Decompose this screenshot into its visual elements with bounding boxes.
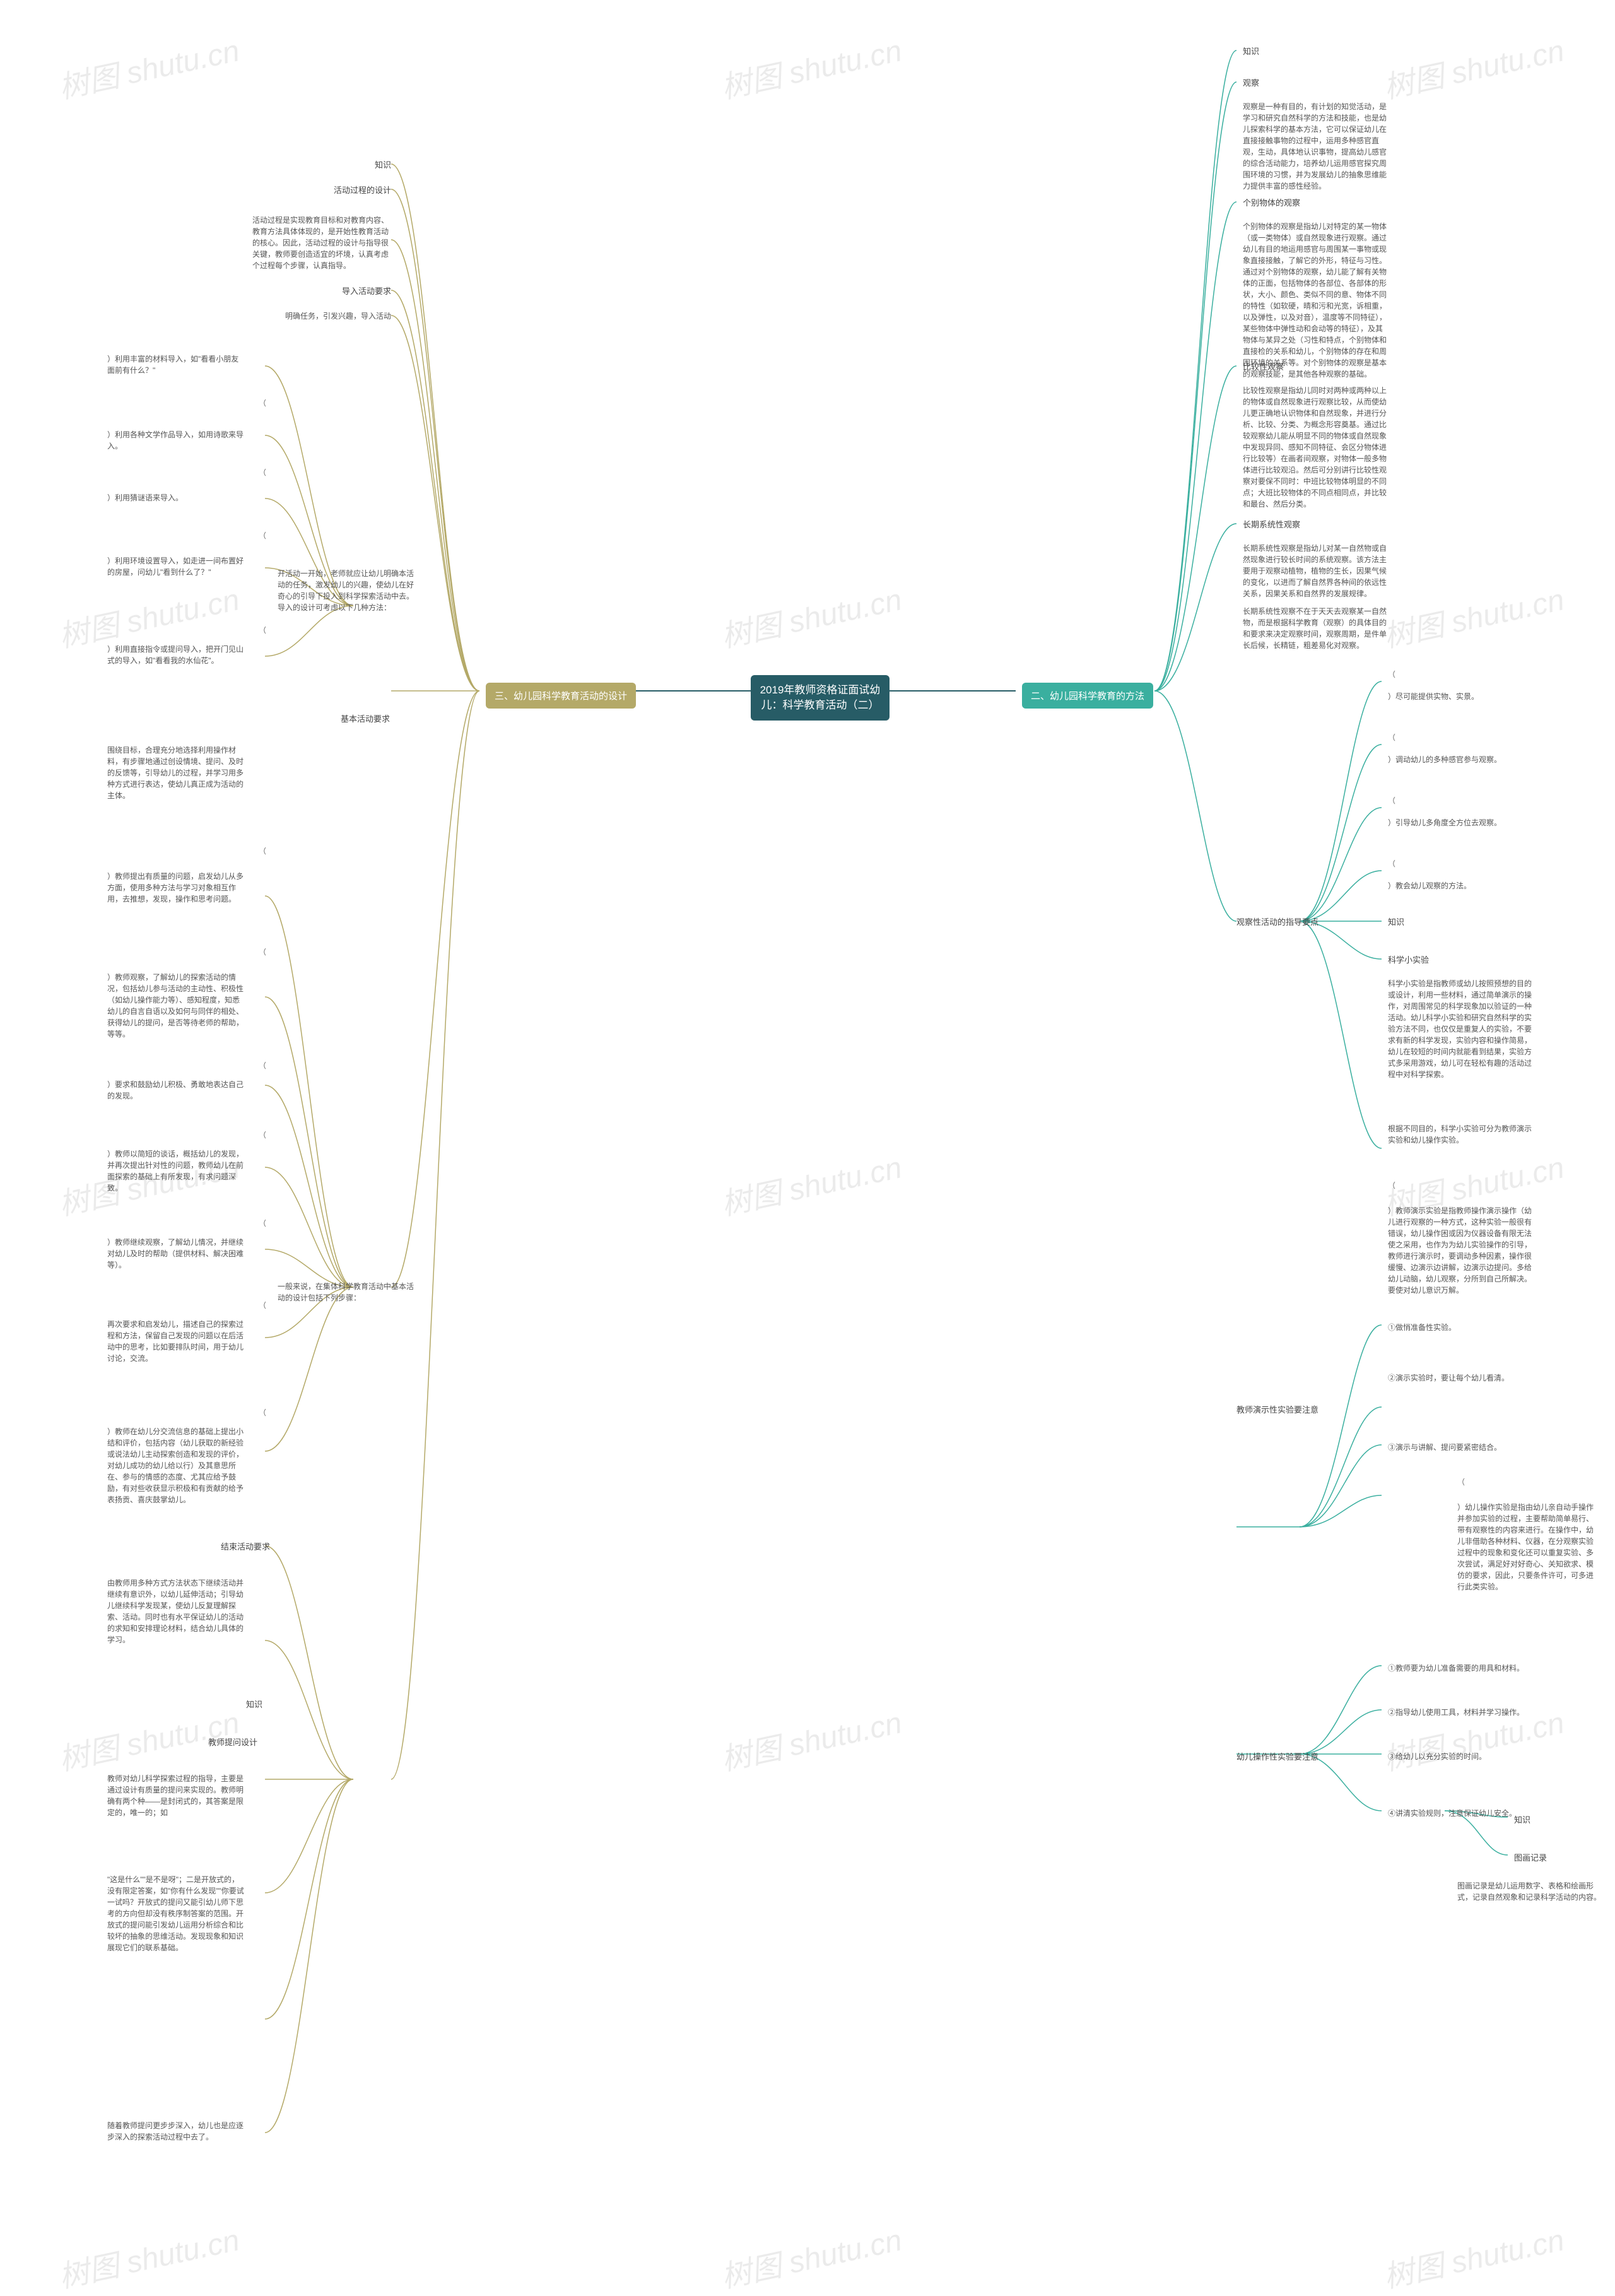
left-tiwen-sheji: 教师提问设计: [208, 1736, 271, 1749]
right-o1: ）尽可能提供实物、实景。: [1388, 691, 1479, 702]
right-gebie: 个别物体的观察: [1243, 197, 1300, 209]
right-tumian: 图画记录: [1514, 1852, 1547, 1864]
watermark: 树图 shutu.cn: [54, 26, 243, 107]
right-yanshi: ）教师演示实验是指教师操作演示操作（幼儿进行观察的一种方式，这种实验一般很有错误…: [1388, 1205, 1533, 1296]
right-paren-c: （: [1457, 1476, 1465, 1488]
right-changqi-2: 长期系统性观察不在于天天去观察某一自然物，而是根据科学教育（观察）的具体目的和要…: [1243, 606, 1388, 651]
right-bijiao: 比较性观察: [1243, 361, 1284, 374]
root-node: 2019年教师资格证面试幼儿：科学教育活动（二）: [751, 675, 890, 721]
right-c4: ④讲清实验规则，注意保证幼儿安全。: [1388, 1808, 1517, 1819]
right-guancha: 观察: [1243, 77, 1259, 90]
right-genju: 根据不同目的，科学小实验可分为教师演示实验和幼儿操作实验。: [1388, 1123, 1533, 1146]
left-t2: ）教师观察，了解幼儿的探索活动的情况，包括幼儿参与活动的主动性、积极性（如幼儿操…: [107, 972, 246, 1040]
left-jieshu-text: 由教师用多种方式方法状态下继续活动并继续有意识外，以幼儿延伸活动；引导幼儿继续科…: [107, 1577, 246, 1645]
right-zhishi-1: 知识: [1243, 45, 1259, 58]
watermark: 树图 shutu.cn: [717, 2215, 905, 2296]
right-yanshi-req: 教师演示性实验要注意: [1236, 1404, 1318, 1416]
left-item-4: ）利用环境设置导入，如走进一间布置好的房屋，问幼儿"看到什么了？": [107, 555, 246, 578]
left-item-2: ）利用各种文学作品导入，如用诗歌来导入。: [107, 429, 246, 452]
right-tumian-text: 图画记录是幼儿运用数字、表格和绘画形式，记录自然观象和记录科学活动的内容。: [1457, 1880, 1602, 1903]
watermark: 树图 shutu.cn: [1379, 575, 1568, 656]
left-paren-3: （: [259, 530, 266, 541]
watermark: 树图 shutu.cn: [717, 26, 905, 107]
left-zhishi-2: 知识: [246, 1698, 271, 1711]
left-daoru-detail: 开活动一开始，老师就应让幼儿明确本活动的任务，激发幼儿的兴趣，使幼儿在好奇心的引…: [278, 568, 416, 613]
right-guancha-text: 观察是一种有目的，有计划的知觉活动，是学习和研究自然科学的方法和技能，也是幼儿探…: [1243, 101, 1388, 192]
left-jieshu-req: 结束活动要求: [221, 1541, 271, 1553]
watermark: 树图 shutu.cn: [1379, 26, 1568, 107]
right-xiaoshiyan-text: 科学小实验是指教师或幼儿按照预想的目的或设计，利用一些材料，通过简单演示的操作，…: [1388, 978, 1533, 1080]
right-o4: ）教会幼儿观察的方法。: [1388, 880, 1471, 892]
right-c2: ②指导幼儿使用工具，材料并学习操作。: [1388, 1707, 1524, 1718]
left-paren-t5: （: [259, 1218, 266, 1229]
left-suizhe: 随着教师提问更步步深入，幼儿也是应逐步深入的探索活动过程中去了。: [107, 2120, 246, 2143]
right-paren-o4: （: [1388, 858, 1395, 869]
left-huodong-text: 活动过程是实现教育目标和对教育内容、教育方法具体体现的，是开始性教育活动的核心。…: [252, 215, 391, 271]
right-c1: ①教师要为幼儿准备需要的用具和材料。: [1388, 1663, 1524, 1674]
right-zhishi-3: 知识: [1514, 1814, 1530, 1827]
left-j1: ）教师在幼儿分交流信息的基础上提出小结和评价，包括内容（幼儿获取的新经验或说法幼…: [107, 1426, 246, 1505]
left-item-3: ）利用猜谜语来导入。: [107, 492, 246, 503]
left-jiben: 基本活动要求: [341, 713, 391, 726]
left-weirao: 围绕目标，合理充分地选择利用操作材料，有步骤地通过创设情境、提问、及时的反馈等，…: [107, 745, 246, 801]
watermark: 树图 shutu.cn: [717, 1143, 905, 1224]
branch-left-title: 三、幼儿园科学教育活动的设计: [486, 683, 636, 709]
left-item-5: ）利用直接指令或提问导入，把开门见山式的导入，如"看看我的水仙花"。: [107, 644, 246, 666]
left-tiwen-q: "这是什么""是不是呀"；二是开放式的，没有限定答案，如"你有什么发现""你要试…: [107, 1874, 246, 1953]
watermark: 树图 shutu.cn: [54, 2215, 243, 2296]
right-xiaoshiyan: 科学小实验: [1388, 954, 1429, 967]
watermark: 树图 shutu.cn: [717, 1698, 905, 1779]
left-t1: ）教师提出有质量的问题，启发幼儿从多方面，使用多种方法与学习对象相互作用，去推想…: [107, 871, 246, 905]
left-t3: ）要求和鼓励幼儿积极、勇敢地表达自己的发现。: [107, 1079, 246, 1102]
left-paren-t1: （: [259, 845, 266, 857]
right-bijiao-text: 比较性观察是指幼儿同时对两种或两种以上的物体或自然现象进行观察比较，从而使幼儿更…: [1243, 385, 1388, 510]
right-y3: ③演示与讲解、提问要紧密结合。: [1388, 1442, 1501, 1453]
left-daoru-req: 导入活动要求: [341, 285, 391, 298]
right-c3: ③给幼儿以充分实验的时间。: [1388, 1751, 1486, 1762]
left-item-1: ）利用丰富的材料导入，如"看看小朋友面前有什么？": [107, 353, 246, 376]
right-paren-o3: （: [1388, 795, 1395, 806]
left-huodong-sheji: 活动过程的设计: [315, 184, 391, 197]
left-paren-1: （: [259, 397, 266, 409]
left-daoru-task: 明确任务，引发兴趣，导入活动: [278, 310, 391, 322]
right-o2: ）调动幼儿的多种感官参与观察。: [1388, 754, 1501, 765]
left-t5: ）教师继续观察，了解幼儿情况，并继续对幼儿及时的帮助（提供材料、解决困难等）。: [107, 1237, 246, 1271]
right-changqi: 长期系统性观察: [1243, 519, 1300, 531]
left-zhishi-1: 知识: [353, 159, 391, 172]
left-t6: 再次要求和启发幼儿，描述自己的探索过程和方法，保留自己发现的问题以在后活动中的思…: [107, 1319, 246, 1364]
left-paren-t6: （: [259, 1300, 266, 1311]
right-zhishi-2: 知识: [1388, 916, 1404, 929]
branch-right-title: 二、幼儿园科学教育的方法: [1022, 683, 1153, 709]
left-paren-t3: （: [259, 1060, 266, 1071]
right-o3: ）引导幼儿多角度全方位去观察。: [1388, 817, 1501, 828]
right-caozuo-text: ）幼儿操作实验是指由幼儿亲自动手操作并参加实验的过程，主要帮助简单易行、带有观察…: [1457, 1502, 1596, 1592]
left-paren-t2: （: [259, 946, 266, 958]
left-paren-j1: （: [259, 1407, 266, 1418]
left-paren-2: （: [259, 467, 266, 478]
right-y2: ②演示实验时，要让每个幼儿看清。: [1388, 1372, 1509, 1384]
right-caozuo-req: 幼儿操作性实验要注意: [1236, 1751, 1318, 1763]
right-paren-y: （: [1388, 1180, 1395, 1191]
watermark: 树图 shutu.cn: [1379, 2215, 1568, 2296]
right-paren-o1: （: [1388, 669, 1395, 680]
left-paren-4: （: [259, 625, 266, 636]
right-gebie-text: 个别物体的观察是指幼儿对特定的某一物体（或一类物体）或自然现象进行观察。通过幼儿…: [1243, 221, 1388, 380]
watermark: 树图 shutu.cn: [717, 575, 905, 656]
right-changqi-text: 长期系统性观察是指幼儿对某一自然物或自然现象进行较长时间的系统观察。该方法主要用…: [1243, 543, 1388, 599]
left-t4: ）教师以简短的谈话，概括幼儿的发现，并再次提出针对性的问题，教师幼儿在前面探索的…: [107, 1148, 246, 1194]
right-y1: ①做悄准备性实验。: [1388, 1322, 1456, 1333]
left-yiban: 一般来说，在集体科学教育活动中基本活动的设计包括下列步骤：: [278, 1281, 416, 1304]
right-zhidao: 观察性活动的指导要点: [1236, 916, 1318, 929]
right-paren-o2: （: [1388, 732, 1395, 743]
left-tiwen-text: 教师对幼儿科学探索过程的指导，主要是通过设计有质量的提问来实现的。教师明确有两个…: [107, 1773, 246, 1818]
left-paren-t4: （: [259, 1129, 266, 1141]
